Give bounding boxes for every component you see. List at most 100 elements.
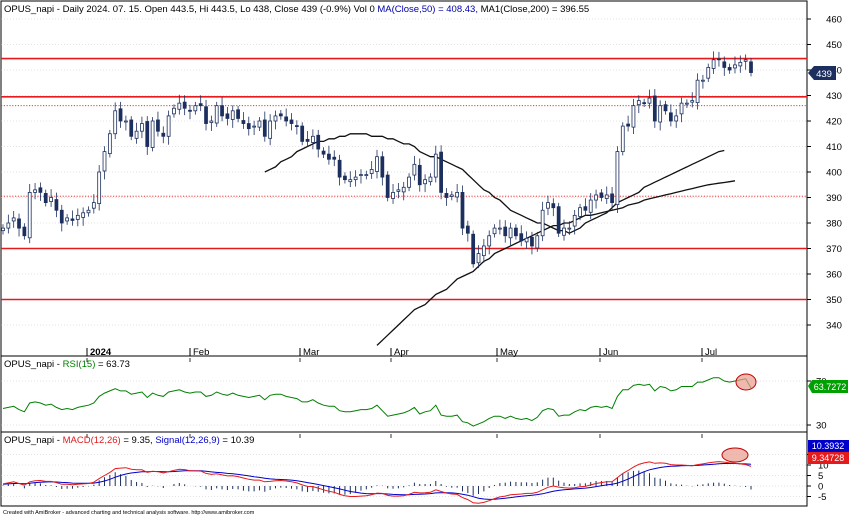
candle [722,56,727,76]
candle-body [262,119,267,137]
candle [140,116,144,139]
candle [567,221,572,235]
candle [327,145,331,165]
candle-body [396,189,401,192]
candle [38,182,43,201]
candle [246,116,251,136]
candle-body [599,192,604,198]
candle-body [551,203,556,209]
candle [364,170,369,180]
candle-body [401,186,406,193]
candle [102,146,107,180]
candle-body [412,163,417,176]
x-tick-label: Feb [193,347,209,358]
candle [118,101,123,128]
candle-body [391,191,395,199]
candle-body [380,156,385,178]
candle-body [65,217,69,222]
candle-body [300,125,305,142]
candle-body [433,153,438,178]
candle-body [220,105,224,117]
candle-body [428,176,433,183]
candle [572,209,577,235]
candle [487,230,492,255]
candle-body [316,134,321,150]
candle [252,120,256,136]
candle [134,122,139,144]
candle-body [749,61,753,73]
candle-body [107,133,112,155]
candle-body [204,106,208,124]
candle-body [140,123,144,132]
rsi-value-marker: 63.7272 [808,380,848,393]
candle-body [706,67,711,79]
candle-body [743,59,748,62]
candle-body [727,67,732,71]
candle [359,169,363,184]
candle-body [535,235,540,249]
candle-body [209,120,214,123]
macd-tick-label: 0 [818,482,823,493]
candle-body [359,174,363,176]
candle-body [59,209,64,224]
candle-body [278,113,283,117]
candle [455,183,460,203]
candle-body [343,175,347,181]
candle-body [711,59,716,69]
candle [647,89,652,109]
x-axis: 2024 Feb Mar Apr May Jun Jul [86,347,717,438]
x-tick-label: May [500,347,518,358]
candle [423,174,427,193]
candle-body [305,138,310,142]
candle [17,213,21,237]
candle-body [492,227,497,235]
candle-body [102,151,107,172]
candle [54,192,59,218]
candle-body [385,174,390,198]
candle-body [503,226,508,237]
candle [86,206,91,217]
candle [492,224,497,238]
candle-body [685,102,689,105]
ma200-line [376,180,736,346]
macd-tick-label: 5 [818,471,823,482]
candle [353,170,358,187]
x-tick-label: Jul [705,347,717,358]
candle-body [481,245,486,257]
candle-body [465,225,470,234]
candle-body [588,199,593,213]
candle [465,220,470,242]
candle [706,63,711,82]
candle [129,116,134,141]
candle [749,58,753,77]
candle [594,189,598,209]
candle-body [407,176,411,188]
candle [182,95,187,116]
candle-body [604,194,609,199]
candle-body [268,120,273,139]
candle-body [353,176,358,181]
candle [599,189,604,202]
candle [433,145,438,183]
candle-body [364,174,369,176]
candle [65,214,69,225]
x-tick-label: Jun [603,347,618,358]
price-tick-label: 430 [826,91,842,102]
candle [113,102,118,140]
candle-body [578,207,582,217]
candle-body [27,191,32,239]
macd-series [2,461,752,504]
candle-body [417,164,422,186]
candle [631,98,636,135]
candle [610,187,614,210]
candle-body [668,112,673,122]
candlesticks [1,51,753,269]
candle [439,145,443,200]
footer-credit: Created with AmiBroker - advanced charti… [3,510,255,516]
candle [476,245,481,269]
candle-body [294,125,299,127]
candle [209,115,214,131]
candle [481,239,486,263]
candle-body [460,191,465,229]
